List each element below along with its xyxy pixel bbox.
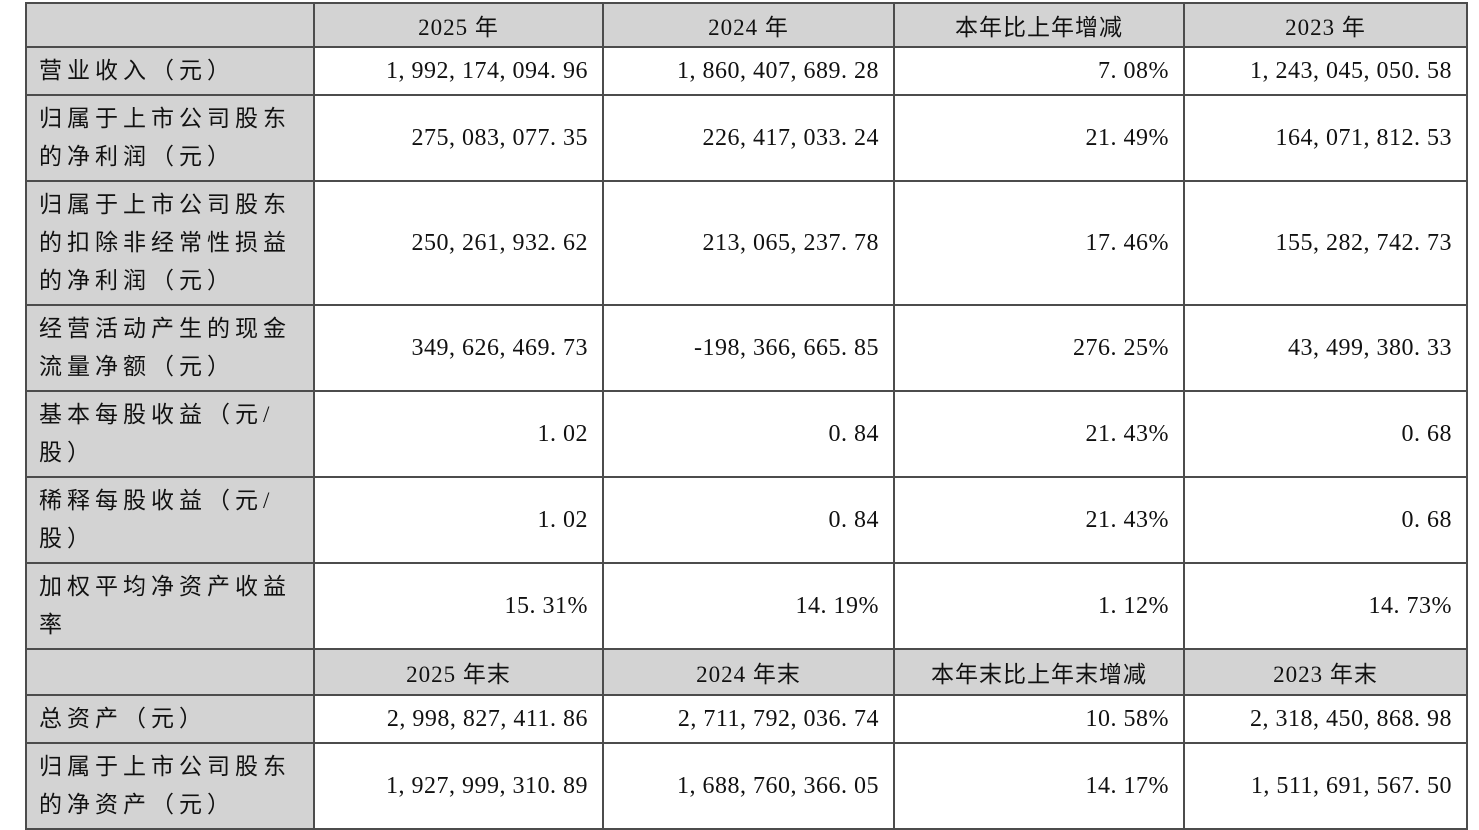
row-label: 归属于上市公司股东的净利润（元） — [25, 94, 315, 182]
value-2023: 43, 499, 380. 33 — [1183, 304, 1468, 392]
value-change: 14. 17% — [893, 742, 1185, 830]
financial-summary-table: 2025 年 2024 年 本年比上年增减 2023 年 营业收入（元） 1, … — [25, 2, 1468, 830]
table-row-basic-eps: 基本每股收益（元/股） 1. 02 0. 84 21. 43% 0. 68 — [25, 390, 1468, 478]
value-change: 1. 12% — [893, 562, 1185, 650]
row-label: 经营活动产生的现金流量净额（元） — [25, 304, 315, 392]
yearend-header-row: 2025 年末 2024 年末 本年末比上年末增减 2023 年末 — [25, 648, 1468, 696]
value-2023: 1, 243, 045, 050. 58 — [1183, 46, 1468, 96]
row-label: 加权平均净资产收益率 — [25, 562, 315, 650]
column-header-yearend-change: 本年末比上年末增减 — [893, 648, 1185, 696]
value-2024: 226, 417, 033. 24 — [602, 94, 895, 182]
value-2024: 213, 065, 237. 78 — [602, 180, 895, 306]
value-change: 21. 43% — [893, 390, 1185, 478]
row-label: 基本每股收益（元/股） — [25, 390, 315, 478]
value-2025: 250, 261, 932. 62 — [313, 180, 604, 306]
value-2023: 1, 511, 691, 567. 50 — [1183, 742, 1468, 830]
column-header-yoy-change: 本年比上年增减 — [893, 2, 1185, 48]
row-label: 归属于上市公司股东的净资产（元） — [25, 742, 315, 830]
value-2023: 0. 68 — [1183, 390, 1468, 478]
table-row-total-assets: 总资产（元） 2, 998, 827, 411. 86 2, 711, 792,… — [25, 694, 1468, 744]
value-2024: 1, 688, 760, 366. 05 — [602, 742, 895, 830]
value-2023: 14. 73% — [1183, 562, 1468, 650]
value-change: 21. 49% — [893, 94, 1185, 182]
column-header-2023-end: 2023 年末 — [1183, 648, 1468, 696]
row-label: 营业收入（元） — [25, 46, 315, 96]
value-change: 10. 58% — [893, 694, 1185, 744]
value-change: 17. 46% — [893, 180, 1185, 306]
value-2024: -198, 366, 665. 85 — [602, 304, 895, 392]
value-2025: 1. 02 — [313, 390, 604, 478]
value-2025: 275, 083, 077. 35 — [313, 94, 604, 182]
table-row-operating-cash-flow: 经营活动产生的现金流量净额（元） 349, 626, 469. 73 -198,… — [25, 304, 1468, 392]
corner-cell — [25, 648, 315, 696]
value-2025: 1, 992, 174, 094. 96 — [313, 46, 604, 96]
annual-header-row: 2025 年 2024 年 本年比上年增减 2023 年 — [25, 2, 1468, 48]
row-label: 归属于上市公司股东的扣除非经常性损益的净利润（元） — [25, 180, 315, 306]
value-2025: 1. 02 — [313, 476, 604, 564]
column-header-2025-end: 2025 年末 — [313, 648, 604, 696]
value-2023: 155, 282, 742. 73 — [1183, 180, 1468, 306]
value-2025: 15. 31% — [313, 562, 604, 650]
value-2024: 0. 84 — [602, 390, 895, 478]
column-header-2025: 2025 年 — [313, 2, 604, 48]
table-row-net-profit-excl-nonrecurring: 归属于上市公司股东的扣除非经常性损益的净利润（元） 250, 261, 932.… — [25, 180, 1468, 306]
value-2025: 1, 927, 999, 310. 89 — [313, 742, 604, 830]
column-header-2023: 2023 年 — [1183, 2, 1468, 48]
table-row-weighted-avg-roe: 加权平均净资产收益率 15. 31% 14. 19% 1. 12% 14. 73… — [25, 562, 1468, 650]
table-row-diluted-eps: 稀释每股收益（元/股） 1. 02 0. 84 21. 43% 0. 68 — [25, 476, 1468, 564]
value-change: 7. 08% — [893, 46, 1185, 96]
table-row-net-profit: 归属于上市公司股东的净利润（元） 275, 083, 077. 35 226, … — [25, 94, 1468, 182]
column-header-2024: 2024 年 — [602, 2, 895, 48]
value-2023: 164, 071, 812. 53 — [1183, 94, 1468, 182]
column-header-2024-end: 2024 年末 — [602, 648, 895, 696]
value-2024: 0. 84 — [602, 476, 895, 564]
value-change: 21. 43% — [893, 476, 1185, 564]
row-label: 总资产（元） — [25, 694, 315, 744]
value-2023: 2, 318, 450, 868. 98 — [1183, 694, 1468, 744]
value-change: 276. 25% — [893, 304, 1185, 392]
table-row-revenue: 营业收入（元） 1, 992, 174, 094. 96 1, 860, 407… — [25, 46, 1468, 96]
table-row-net-assets: 归属于上市公司股东的净资产（元） 1, 927, 999, 310. 89 1,… — [25, 742, 1468, 830]
value-2024: 2, 711, 792, 036. 74 — [602, 694, 895, 744]
value-2024: 1, 860, 407, 689. 28 — [602, 46, 895, 96]
value-2023: 0. 68 — [1183, 476, 1468, 564]
value-2025: 349, 626, 469. 73 — [313, 304, 604, 392]
row-label: 稀释每股收益（元/股） — [25, 476, 315, 564]
value-2025: 2, 998, 827, 411. 86 — [313, 694, 604, 744]
value-2024: 14. 19% — [602, 562, 895, 650]
corner-cell — [25, 2, 315, 48]
